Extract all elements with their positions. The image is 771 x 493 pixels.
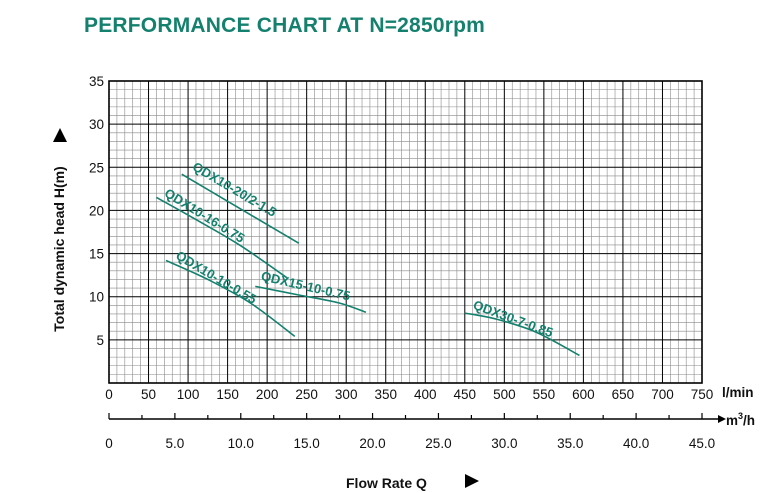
x2-tick-label: 10.0 [228,436,254,451]
x-axis-ticks: 0 50 100 150 200 250 300 350 400 450 500 550 600 650 7… [105,387,713,402]
x-tick-label: 50 [141,387,156,402]
secondary-x-axis: 0 5.0 10.0 15.0 20.0 25.0 30.0 35.0 40.0 45.0 [105,413,726,451]
y-tick-label: 10 [89,290,104,305]
x-tick-label: 550 [533,387,556,402]
chart-title: PERFORMANCE CHART AT N=2850rpm [84,14,485,37]
y-tick-label: 25 [89,160,104,175]
y-axis-title-group: Total dynamic head H(m) [51,128,67,332]
x2-tick-label: 45.0 [689,436,715,451]
x-unit-label: l/min [722,385,754,400]
x-tick-label: 450 [454,387,477,402]
x-tick-label: 700 [651,387,674,402]
pump-curve-line [255,285,367,314]
x-tick-label: 600 [572,387,595,402]
x-axis-title: Flow Rate Q [346,475,427,491]
pump-curves [156,173,580,357]
x-tick-label: 250 [295,387,318,402]
y-axis-ticks: 5 10 15 20 25 30 35 [89,74,104,348]
x2-tick-label: 25.0 [425,436,451,451]
x-tick-label: 650 [612,387,635,402]
y-tick-label: 5 [96,333,104,348]
y-axis-arrow-icon [53,128,67,142]
x-tick-label: 400 [414,387,437,402]
y-tick-label: 35 [89,74,104,89]
x-tick-label: 350 [374,387,397,402]
y-tick-label: 30 [89,117,104,132]
y-axis-title: Total dynamic head H(m) [51,166,67,331]
x2-tick-label: 20.0 [359,436,385,451]
curve-label: QDX30-7-0.85 [471,297,555,340]
x-tick-label: 150 [216,387,239,402]
x2-tick-label: 15.0 [294,436,320,451]
x2-unit-label: m3/h [726,411,755,428]
x2-axis-arrow-icon [718,415,726,423]
pump-curve-line [165,259,296,338]
x-axis-title-group: Flow Rate Q [346,474,479,491]
x2-tick-label: 40.0 [623,436,649,451]
curve-label: QDX10-10-0.55 [173,248,259,307]
x2-tick-label: 0 [105,436,113,451]
x2-tick-label: 35.0 [557,436,583,451]
grid-minor [109,81,702,383]
curve-label: QDX15-10-0.75 [260,268,352,303]
pump-curve-line [156,196,288,279]
y-tick-label: 20 [89,203,104,218]
pump-curve-line [181,173,300,244]
x-tick-label: 750 [691,387,714,402]
x-tick-label: 0 [105,387,113,402]
x-tick-label: 300 [335,387,358,402]
x-axis-arrow-icon [465,474,479,488]
y-tick-label: 15 [89,247,104,262]
x2-tick-label: 5.0 [165,436,184,451]
x-tick-label: 100 [177,387,200,402]
curve-labels: QDX10-20/2-1.5QDX10-16-0.75QDX10-10-0.55… [162,159,555,340]
x-tick-label: 500 [493,387,516,402]
x-tick-label: 200 [256,387,279,402]
pump-curve-line [464,312,580,357]
x2-tick-label: 30.0 [491,436,517,451]
grid-major [108,80,703,384]
plot-frame [108,80,703,384]
